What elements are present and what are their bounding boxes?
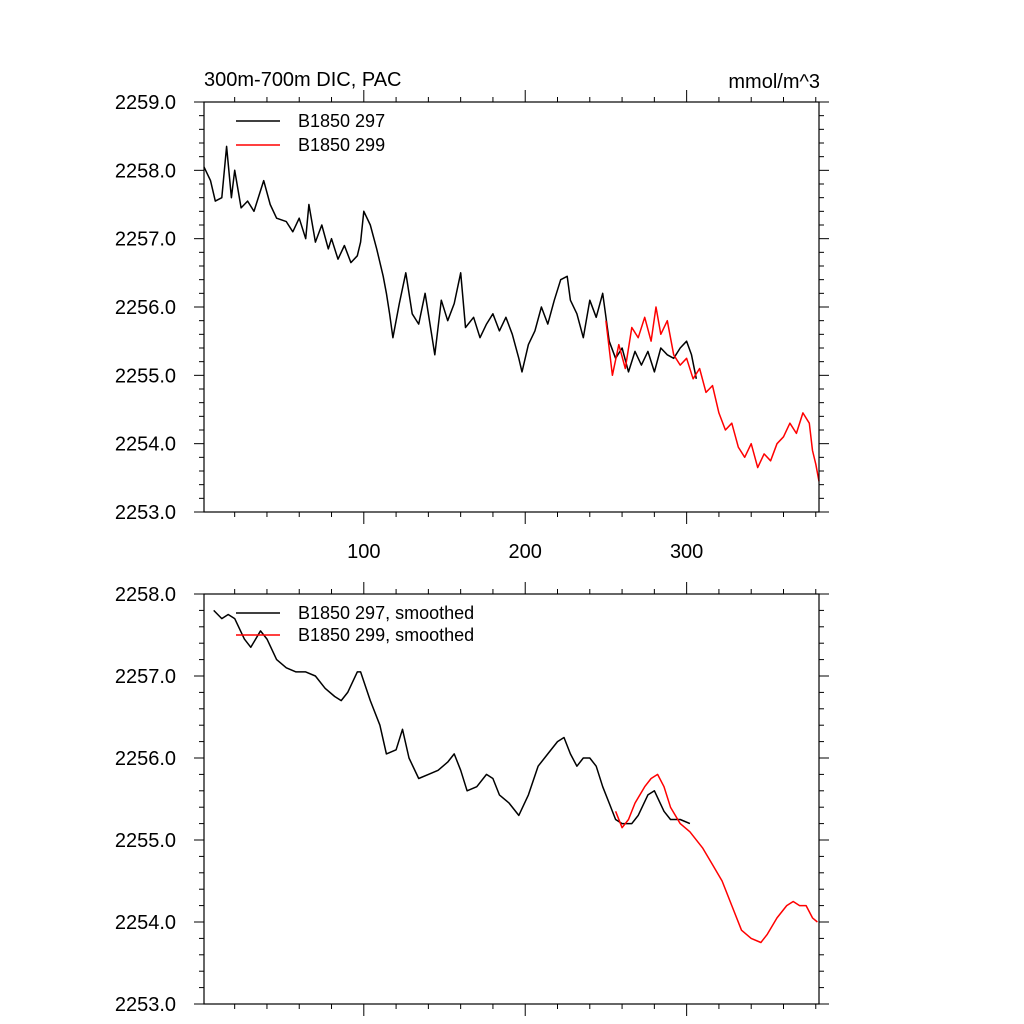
y-tick-label: 2254.0 (115, 434, 176, 456)
y-tick-label: 2255.0 (115, 830, 176, 852)
x-tick-label: 300 (670, 541, 703, 563)
y-tick-label: 2259.0 (115, 92, 176, 114)
y-tick-label: 2258.0 (115, 160, 176, 182)
legend-label-1: B1850 299, smoothed (298, 625, 474, 645)
y-tick-label: 2253.0 (115, 994, 176, 1016)
top-panel-x-labels: 100 200 300 (347, 541, 703, 563)
y-tick-label: 2257.0 (115, 666, 176, 688)
y-tick-label: 2256.0 (115, 748, 176, 770)
top-panel-frame (203, 101, 820, 513)
series-line-0 (213, 609, 691, 825)
legend-label-1: B1850 299 (298, 135, 385, 155)
series-line-1 (614, 773, 818, 944)
series-line-0 (203, 145, 698, 379)
y-tick-label: 2254.0 (115, 912, 176, 934)
legend-label-0: B1850 297 (298, 111, 385, 131)
top-panel-legend: B1850 297 B1850 299 (236, 111, 385, 155)
top-panel-ticks (194, 90, 829, 524)
bottom-panel-frame (203, 593, 820, 1005)
top-panel-y-labels: 2253.0 2254.0 2255.0 2256.0 2257.0 2258.0 2259… (115, 92, 176, 524)
y-tick-label: 2256.0 (115, 297, 176, 319)
top-panel-title: 300m-700m DIC, PAC (204, 69, 401, 91)
top-panel-series (203, 145, 820, 482)
bottom-panel-ticks (194, 582, 829, 1016)
y-tick-label: 2257.0 (115, 229, 176, 251)
x-tick-label: 200 (509, 541, 542, 563)
bottom-panel-y-labels: 2253.0 2254.0 2255.0 2256.0 2257.0 2258.0 (115, 584, 176, 1016)
series-line-1 (605, 306, 820, 482)
legend-label-0: B1850 297, smoothed (298, 603, 474, 623)
x-tick-label: 100 (347, 541, 380, 563)
top-panel: 300m-700m DIC, PAC mmol/m^3 2253.0 2254.0… (115, 69, 829, 563)
y-tick-label: 2253.0 (115, 502, 176, 524)
y-tick-label: 2258.0 (115, 584, 176, 606)
top-panel-units: mmol/m^3 (728, 71, 820, 93)
y-tick-label: 2255.0 (115, 365, 176, 387)
bottom-panel: 2253.0 2254.0 2255.0 2256.0 2257.0 2258.0 B18… (115, 582, 829, 1016)
bottom-panel-series (213, 609, 818, 944)
